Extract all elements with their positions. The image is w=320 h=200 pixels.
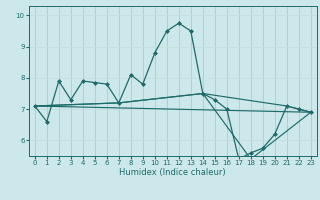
X-axis label: Humidex (Indice chaleur): Humidex (Indice chaleur)	[119, 168, 226, 177]
